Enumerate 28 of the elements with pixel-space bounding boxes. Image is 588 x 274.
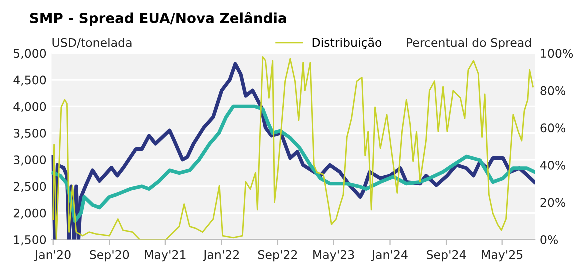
x-tick-label: May'23 [314,250,354,262]
y2-tick-label: 20% [540,198,566,208]
y-tick-label: 3,000 [14,156,46,166]
chart-title: SMP - Spread EUA/Nova Zelândia [30,12,286,26]
y2-tick-label: 0% [540,235,558,244]
x-tick-label: Jan'24 [371,250,408,262]
x-tick-label: Jan'22 [203,250,239,262]
x-tick-label: May'25 [482,250,523,262]
y-tick-label: 2,000 [14,208,46,219]
y-tick-label: 4,500 [14,76,46,86]
x-tick-label: Sep'22 [258,250,298,262]
y-tick-label: 5,000 [14,49,46,60]
y-tick-label: 3,500 [14,129,46,140]
line-series [52,104,536,223]
y-axis-title: USD/tonelada [52,38,132,48]
x-tick-label: Jan'20 [34,250,71,262]
y-tick-label: 1,500 [14,235,46,246]
y2-tick-label: 100% [541,49,574,58]
y-tick-label: 4,000 [14,102,46,113]
y2-axis-title: Percentual do Spread [407,38,532,50]
legend-label: Distribuição [312,38,382,50]
y2-tick-label: 40% [540,160,566,170]
x-tick-label: Sep'24 [427,250,466,262]
x-tick-label: Sep'20 [90,250,130,262]
x-tick-label: May'21 [145,250,186,262]
y-tick-label: 2,500 [14,182,46,192]
y2-tick-label: 60% [540,124,566,133]
y2-tick-label: 80% [540,86,566,96]
